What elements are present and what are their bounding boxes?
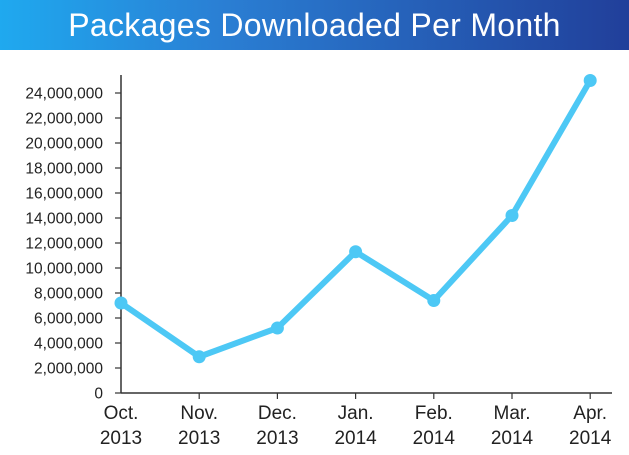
data-point (192, 350, 206, 364)
data-point (505, 209, 519, 222)
x-tick-label-year: 2014 (334, 428, 377, 449)
x-tick-label-month: Oct. (104, 403, 139, 424)
chart-axes (120, 75, 612, 394)
x-tick-label-month: Feb. (415, 403, 453, 424)
y-tick-label: 18,000,000 (25, 161, 103, 178)
series-line-group (114, 74, 597, 364)
data-point (427, 294, 441, 307)
line-chart: 0 2,000,000 4,000,000 6,000,000 8,000,000 10,… (25, 74, 612, 449)
x-tick-label-month: Mar. (494, 403, 531, 424)
x-tick-label-year: 2014 (569, 428, 612, 449)
data-point (349, 245, 363, 259)
x-tick-label-year: 2013 (100, 428, 142, 449)
x-tick-label-year: 2014 (491, 428, 534, 449)
x-tick-label-month: Apr. (573, 403, 607, 424)
y-tick-label: 12,000,000 (25, 236, 103, 253)
x-axis-ticks: Oct. 2013 Nov. 2013 Dec. 2013 Jan. 2014 Feb. 2014… (100, 393, 612, 449)
x-tick-label-year: 2014 (413, 428, 456, 449)
x-tick-label-month: Nov. (180, 403, 218, 424)
x-tick-label-month: Dec. (258, 403, 297, 424)
x-tick-label-year: 2013 (256, 428, 298, 449)
x-tick-label-year: 2013 (178, 428, 220, 449)
series-line (118, 77, 594, 360)
y-tick-label: 10,000,000 (25, 261, 103, 278)
y-axis-ticks: 0 2,000,000 4,000,000 6,000,000 8,000,000 10,… (25, 86, 121, 403)
y-tick-label: 16,000,000 (25, 186, 103, 203)
title-banner: Packages Downloaded Per Month (0, 0, 629, 50)
y-tick-label: 22,000,000 (25, 111, 103, 128)
y-tick-label: 6,000,000 (34, 311, 103, 328)
y-tick-label: 0 (94, 386, 103, 403)
x-tick-label-month: Jan. (338, 403, 374, 424)
data-point (583, 74, 597, 87)
y-tick-label: 20,000,000 (25, 136, 103, 153)
y-tick-label: 8,000,000 (34, 286, 103, 303)
y-tick-label: 2,000,000 (34, 361, 103, 378)
chart-title: Packages Downloaded Per Month (68, 7, 561, 43)
data-point (114, 296, 128, 310)
data-point (270, 321, 284, 335)
y-tick-label: 4,000,000 (34, 336, 103, 353)
y-tick-label: 24,000,000 (25, 86, 103, 103)
y-tick-label: 14,000,000 (25, 211, 103, 228)
